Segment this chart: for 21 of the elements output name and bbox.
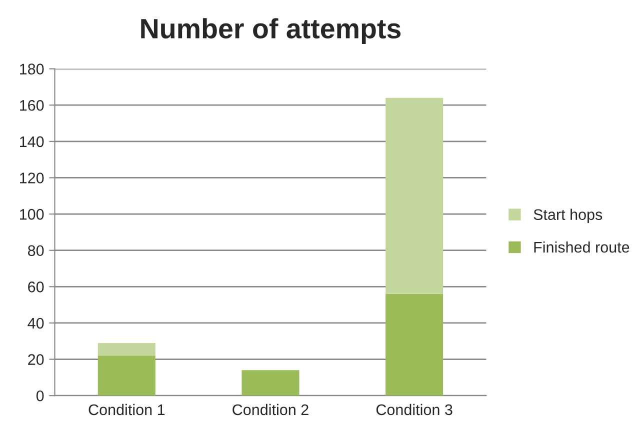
y-tick-label: 160 — [20, 100, 44, 111]
y-tick-label: 180 — [20, 64, 44, 74]
y-tick-label: 100 — [20, 208, 44, 220]
x-tick-label: Condition 3 — [376, 404, 452, 416]
y-tick-label: 80 — [28, 245, 44, 256]
y-tick-label: 0 — [36, 390, 44, 402]
legend-label: Start hops — [534, 208, 602, 224]
y-tick-label: 60 — [28, 282, 44, 292]
bar — [386, 294, 444, 396]
x-tick-label: Condition 1 — [88, 404, 165, 416]
y-tick-label: 120 — [20, 172, 44, 184]
chart-title: Number of attempts — [141, 18, 401, 44]
y-tick-label: 20 — [28, 354, 44, 365]
bar — [98, 342, 156, 356]
legend-label: Finished route — [534, 241, 630, 253]
y-tick-label: 140 — [20, 136, 44, 148]
bar — [386, 98, 444, 294]
bar — [98, 356, 156, 396]
x-tick-label: Condition 2 — [232, 404, 308, 416]
y-tick-label: 40 — [28, 318, 44, 329]
bar — [242, 370, 300, 396]
